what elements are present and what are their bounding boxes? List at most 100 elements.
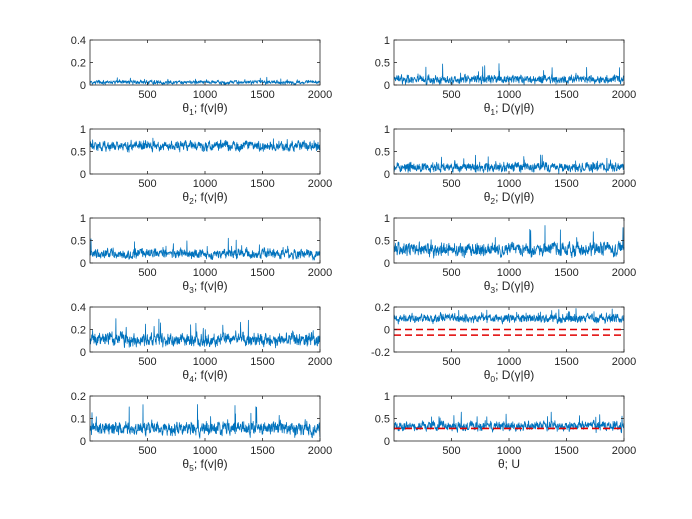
x-tick-label: 500 — [138, 356, 156, 368]
y-tick-label: 1 — [384, 35, 390, 47]
y-tick-label: 0 — [384, 169, 390, 181]
x-tick-label: 500 — [138, 267, 156, 279]
x-tick-label: 1500 — [554, 267, 578, 279]
y-tick-label: 0 — [80, 169, 86, 181]
y-tick-label: 0 — [384, 325, 390, 337]
trace-line — [393, 225, 625, 259]
axes-box — [393, 395, 625, 442]
y-tick-label: 0 — [384, 436, 390, 448]
y-tick-label: 1 — [384, 213, 390, 225]
x-tick-label: 1000 — [497, 89, 521, 101]
y-tick-label: 0.5 — [375, 147, 390, 159]
x-tick-label: 1000 — [193, 178, 217, 190]
x-tick-label: 1000 — [193, 267, 217, 279]
x-axis-label: θ3; f(v|θ) — [182, 279, 227, 295]
x-tick-label: 1000 — [497, 178, 521, 190]
y-tick-label: 0.2 — [71, 391, 86, 403]
subplot-8: -0.2 0 0.2 500 1000 1500 2000 θ0; D(γ|θ) — [371, 302, 636, 384]
x-axis-label: θ2; D(γ|θ) — [484, 190, 535, 206]
y-tick-label: 0.2 — [71, 325, 86, 337]
subplot-1: 0 0.2 0.4 500 1000 1500 2000 θ1; f(v|θ) — [71, 35, 333, 117]
x-tick-label: 1000 — [497, 356, 521, 368]
y-tick-label: 0.4 — [71, 302, 86, 314]
x-tick-label: 1000 — [193, 356, 217, 368]
axes-box — [393, 217, 625, 264]
y-tick-label: 0.5 — [375, 414, 390, 426]
x-tick-label: 1000 — [497, 445, 521, 457]
x-axis-label: θ1; f(v|θ) — [182, 101, 227, 117]
x-tick-label: 1500 — [554, 445, 578, 457]
x-tick-label: 500 — [442, 89, 460, 101]
subplot-9: 0 0.1 0.2 500 1000 1500 2000 θ5; f(v|θ) — [71, 391, 333, 473]
x-tick-label: 1500 — [554, 356, 578, 368]
subplot-7: 0 0.2 0.4 500 1000 1500 2000 θ4; f(v|θ) — [71, 302, 333, 384]
y-tick-label: 0.5 — [71, 236, 86, 248]
x-tick-label: 2000 — [612, 445, 636, 457]
x-tick-label: 1000 — [193, 89, 217, 101]
x-tick-label: 500 — [442, 445, 460, 457]
x-tick-label: 500 — [138, 178, 156, 190]
trace-line — [393, 411, 625, 434]
x-tick-label: 1500 — [554, 89, 578, 101]
x-tick-label: 2000 — [612, 267, 636, 279]
axes-box — [89, 128, 321, 175]
trace-line — [89, 237, 321, 261]
x-axis-label: θ4; f(v|θ) — [182, 368, 227, 384]
y-tick-label: 0.2 — [71, 58, 86, 70]
x-tick-label: 2000 — [612, 356, 636, 368]
trace-line — [393, 63, 625, 86]
x-tick-label: 2000 — [308, 89, 332, 101]
x-tick-label: 500 — [138, 89, 156, 101]
y-tick-label: 1 — [80, 213, 86, 225]
axes-box — [89, 395, 321, 442]
trace-line — [89, 404, 321, 439]
x-tick-label: 2000 — [308, 178, 332, 190]
y-tick-label: 0 — [80, 347, 86, 359]
x-tick-label: 2000 — [308, 356, 332, 368]
y-tick-label: 0.5 — [375, 236, 390, 248]
y-tick-label: 1 — [384, 124, 390, 136]
x-tick-label: 2000 — [612, 89, 636, 101]
x-tick-label: 1000 — [193, 445, 217, 457]
x-tick-label: 1500 — [250, 89, 274, 101]
y-tick-label: 0.5 — [375, 58, 390, 70]
x-tick-label: 500 — [442, 267, 460, 279]
y-tick-label: 0.4 — [71, 35, 86, 47]
y-tick-label: 0.1 — [71, 414, 86, 426]
x-tick-label: 500 — [138, 445, 156, 457]
trace-line — [393, 308, 625, 325]
x-axis-label: θ0; D(γ|θ) — [484, 368, 535, 384]
y-tick-label: 0 — [80, 80, 86, 92]
y-tick-label: 0 — [80, 258, 86, 270]
x-tick-label: 1500 — [554, 178, 578, 190]
y-tick-label: 0 — [384, 80, 390, 92]
x-tick-label: 1000 — [497, 267, 521, 279]
x-axis-label: θ5; f(v|θ) — [182, 457, 227, 473]
x-axis-label: θ2; f(v|θ) — [182, 190, 227, 206]
y-tick-label: 1 — [80, 124, 86, 136]
y-tick-label: 0 — [384, 258, 390, 270]
trace-line — [89, 318, 321, 349]
x-tick-label: 500 — [442, 178, 460, 190]
trace-line — [393, 154, 625, 175]
y-tick-label: 0.5 — [71, 147, 86, 159]
y-tick-label: -0.2 — [371, 347, 390, 359]
x-axis-label: θ1; D(γ|θ) — [484, 101, 535, 117]
x-tick-label: 1500 — [250, 267, 274, 279]
x-tick-label: 1500 — [250, 178, 274, 190]
y-tick-label: 1 — [384, 391, 390, 403]
x-tick-label: 500 — [442, 356, 460, 368]
y-tick-label: 0.2 — [375, 302, 390, 314]
y-tick-label: 0 — [80, 436, 86, 448]
x-tick-label: 2000 — [308, 445, 332, 457]
x-axis-label: θ3; D(γ|θ) — [484, 279, 535, 295]
x-tick-label: 2000 — [308, 267, 332, 279]
x-axis-label: θ; U — [498, 457, 520, 471]
